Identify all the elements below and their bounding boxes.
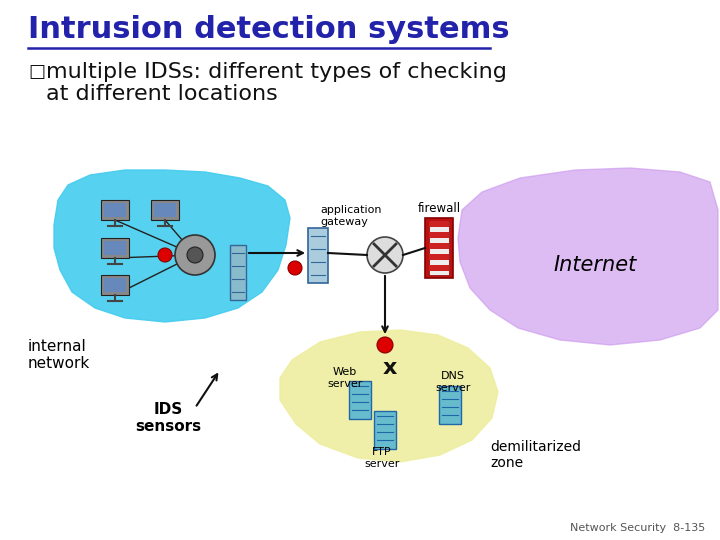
Circle shape xyxy=(187,247,203,263)
Circle shape xyxy=(367,237,403,273)
Polygon shape xyxy=(280,330,498,462)
Bar xyxy=(439,386,461,424)
Text: FTP
server: FTP server xyxy=(364,447,400,469)
Bar xyxy=(101,238,129,258)
Text: firewall: firewall xyxy=(418,201,461,214)
Circle shape xyxy=(288,261,302,275)
Bar xyxy=(429,243,449,249)
Bar xyxy=(308,228,328,283)
Bar xyxy=(429,232,449,238)
Bar xyxy=(374,411,396,449)
Bar xyxy=(349,381,371,419)
Bar xyxy=(101,275,129,295)
Text: IDS
sensors: IDS sensors xyxy=(135,402,201,434)
Circle shape xyxy=(175,235,215,275)
Circle shape xyxy=(158,248,172,262)
Bar xyxy=(429,265,449,271)
Text: x: x xyxy=(383,358,397,378)
Bar xyxy=(429,221,449,227)
Text: multiple IDSs: different types of checking: multiple IDSs: different types of checki… xyxy=(46,62,507,82)
Bar xyxy=(151,200,179,220)
Text: internal
network: internal network xyxy=(28,339,90,371)
Text: Network Security  8-135: Network Security 8-135 xyxy=(570,523,705,533)
Bar xyxy=(104,278,126,292)
Polygon shape xyxy=(54,170,290,322)
Bar xyxy=(104,203,126,217)
Text: Internet: Internet xyxy=(554,255,636,275)
Bar xyxy=(429,254,449,260)
Text: Intrusion detection systems: Intrusion detection systems xyxy=(28,16,510,44)
Text: demilitarized
zone: demilitarized zone xyxy=(490,440,581,470)
Text: at different locations: at different locations xyxy=(46,84,278,104)
Text: Web
server: Web server xyxy=(328,367,363,389)
Circle shape xyxy=(377,337,393,353)
Bar xyxy=(230,245,246,300)
Bar xyxy=(104,241,126,255)
Bar xyxy=(154,203,176,217)
Bar xyxy=(101,200,129,220)
Bar xyxy=(429,221,449,275)
Text: DNS
server: DNS server xyxy=(436,371,471,393)
Bar xyxy=(425,218,453,278)
Text: application
gateway: application gateway xyxy=(320,205,382,227)
Polygon shape xyxy=(458,168,718,345)
Text: □: □ xyxy=(28,63,45,81)
